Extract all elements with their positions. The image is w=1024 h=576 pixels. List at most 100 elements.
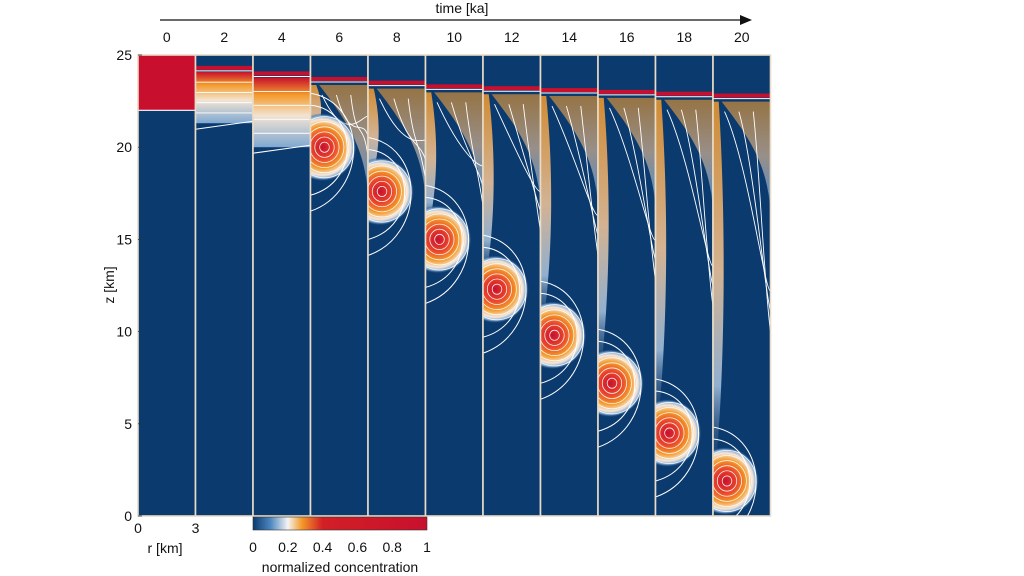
z-axis-label: z [km] (101, 266, 117, 303)
contour-line (450, 102, 483, 186)
panel-t20 (712, 54, 772, 517)
contour-line (540, 280, 584, 400)
contour-line (253, 144, 311, 154)
z-tick-label: 0 (124, 508, 132, 524)
contour-line (609, 107, 656, 242)
contour-line (195, 120, 253, 130)
plume-tail (721, 101, 771, 222)
time-tick-label: 18 (676, 29, 692, 45)
contour-line (655, 407, 695, 459)
surface-layer (195, 65, 253, 70)
plume-tail (606, 97, 656, 218)
contour-line (368, 136, 412, 256)
contour-line (508, 104, 541, 212)
contour-line (522, 104, 541, 232)
plume-tail (540, 96, 552, 336)
contour-line (713, 455, 752, 507)
contour-line (601, 372, 623, 394)
plume-tail (491, 94, 541, 215)
contour-line (544, 324, 565, 346)
z-tick-label: 25 (116, 47, 132, 63)
contour-line (368, 165, 407, 218)
contour-line (713, 460, 747, 502)
contour-line (425, 223, 455, 256)
contour-line (637, 107, 656, 281)
contour-line (540, 314, 575, 357)
surface-layer (713, 93, 771, 98)
contour-line (655, 390, 693, 482)
contour-line (310, 92, 354, 212)
contour-line (429, 228, 450, 250)
contour-line (659, 422, 680, 444)
time-panels (137, 54, 772, 517)
plume-tail (664, 99, 713, 220)
colorbar-tick-label: 1 (423, 539, 431, 555)
contour-line (407, 98, 426, 181)
surface-layer (310, 76, 368, 81)
contour-line (655, 378, 699, 498)
surface-layer (425, 84, 483, 89)
contour-line (655, 417, 685, 449)
contour-line (721, 475, 733, 487)
surface-layer (253, 71, 311, 76)
colorbar-tick-label: 0.8 (382, 539, 402, 555)
plume-tail (655, 99, 667, 434)
colorbar-tick-labels: 0 0.2 0.4 0.6 0.8 1 (249, 539, 431, 555)
time-tick-label: 12 (504, 29, 520, 45)
colorbar: 0 0.2 0.4 0.6 0.8 1 normalized concentration (249, 516, 431, 575)
contour-line (680, 109, 713, 287)
contour-line (664, 427, 675, 439)
contour-line (425, 218, 460, 261)
z-tick-label: 10 (116, 324, 132, 340)
surface-layer (655, 91, 713, 96)
contour-line (598, 367, 627, 399)
contour-line (598, 340, 636, 432)
time-tick-labels: 0 2 4 6 8 10 12 14 16 18 20 (163, 29, 750, 45)
contour-line (486, 278, 508, 300)
plume-tail (549, 96, 598, 217)
z-tick-label: 20 (116, 139, 132, 155)
contour-line (606, 377, 618, 389)
contour-line (465, 102, 483, 206)
panel-t12 (482, 54, 542, 517)
contour-line (310, 126, 345, 168)
plume-tail (376, 88, 426, 209)
time-axis: time [ka] 0 2 4 6 8 10 12 14 16 18 20 (160, 0, 752, 45)
colorbar-tick-label: 0.2 (278, 539, 298, 555)
contour-line (368, 148, 406, 240)
contour-line (738, 111, 771, 312)
contour-line (483, 273, 512, 305)
contour-line (434, 233, 445, 245)
contour-line (716, 470, 738, 492)
contour-line (752, 111, 771, 332)
z-tick-labels: 0 5 10 15 20 25 (116, 47, 142, 524)
contour-line (598, 362, 632, 405)
z-axis: 0 5 10 15 20 25 z [km] (101, 47, 142, 524)
contour-line (436, 102, 483, 167)
contour-line (580, 105, 598, 256)
colorbar-tick-label: 0.4 (313, 539, 333, 555)
plume-tail (319, 84, 368, 205)
time-tick-label: 2 (220, 29, 228, 45)
contour-line (376, 185, 388, 197)
panel-t10 (424, 54, 484, 517)
time-tick-label: 10 (446, 29, 462, 45)
contour-line (310, 131, 340, 163)
contour-line (724, 111, 771, 292)
contour-line (598, 357, 637, 410)
mixing-layer (253, 77, 311, 148)
z-tick-label: 15 (116, 231, 132, 247)
panel-background (138, 55, 196, 516)
panel-t4 (252, 54, 312, 517)
panel-frame (712, 54, 772, 517)
contour-line (425, 184, 469, 304)
panel-t16 (597, 54, 657, 517)
colorbar-label: normalized concentration (262, 559, 418, 575)
contour-line (713, 465, 742, 497)
time-tick-label: 14 (561, 29, 577, 45)
plume-tail (425, 92, 437, 240)
r-tick-label: 0 (134, 520, 142, 536)
contour-line (314, 136, 335, 158)
